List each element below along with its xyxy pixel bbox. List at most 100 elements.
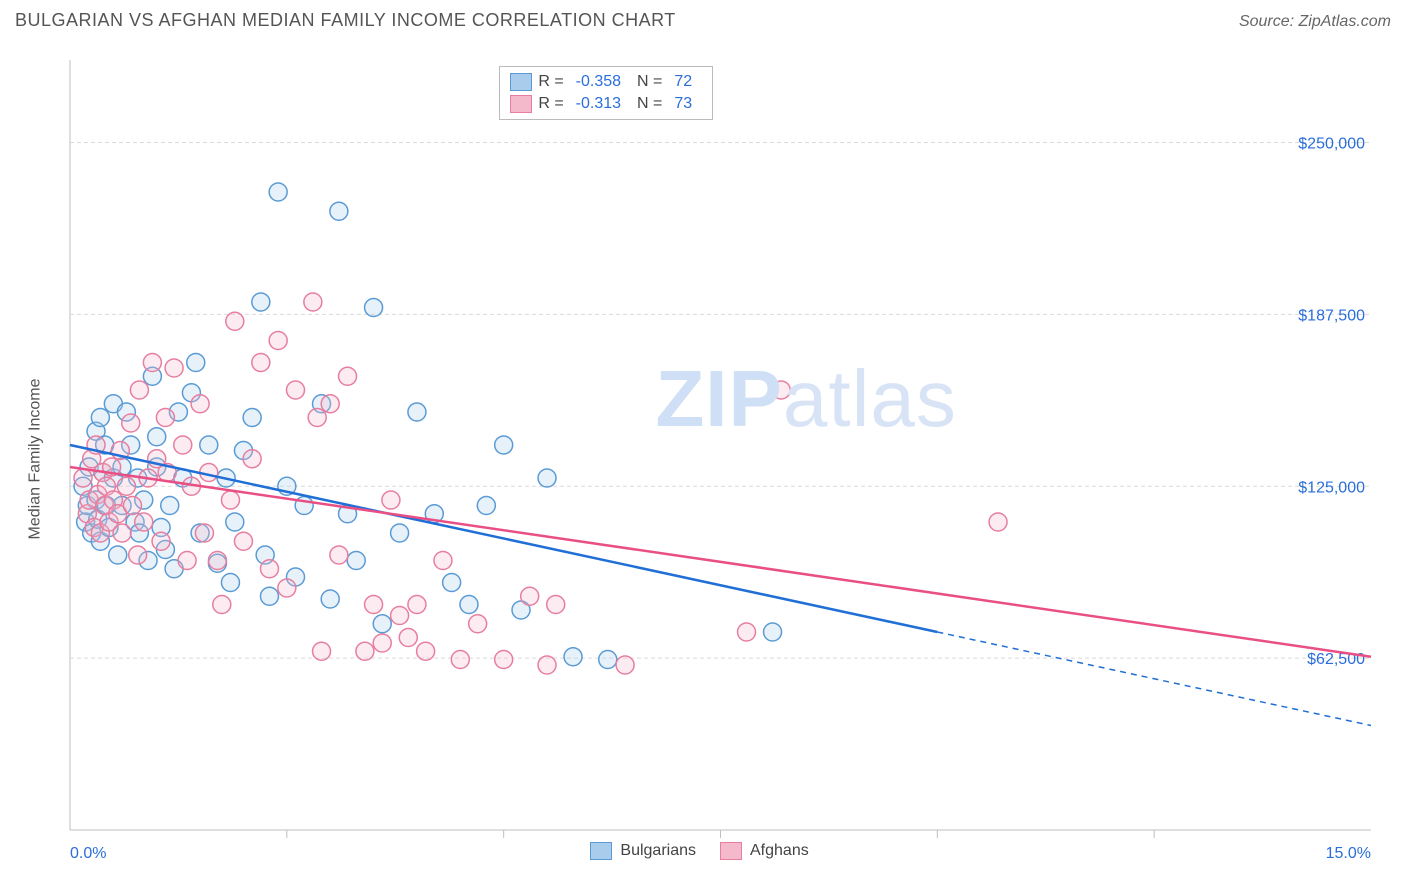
data-point <box>738 623 756 641</box>
y-grid-label: $250,000 <box>1298 136 1365 153</box>
data-point <box>764 623 782 641</box>
data-point <box>252 354 270 372</box>
data-point <box>109 546 127 564</box>
data-point <box>130 381 148 399</box>
data-point <box>408 403 426 421</box>
data-point <box>252 293 270 311</box>
x-axis-max: 15.0% <box>1326 845 1371 862</box>
data-point <box>213 596 231 614</box>
data-point <box>278 579 296 597</box>
data-point <box>564 648 582 666</box>
data-point <box>477 497 495 515</box>
chart-area: Median Family Income $62,500$125,000$187… <box>15 40 1391 877</box>
data-point <box>195 524 213 542</box>
y-axis-label: Median Family Income <box>26 378 44 539</box>
r-value: -0.313 <box>570 95 631 113</box>
data-point <box>122 414 140 432</box>
data-point <box>234 532 252 550</box>
data-point <box>356 642 374 660</box>
data-point <box>91 409 109 427</box>
data-point <box>321 590 339 608</box>
data-point <box>260 587 278 605</box>
correlation-legend: R =-0.358N =72 R =-0.313N =73 <box>499 66 713 120</box>
n-value: 73 <box>668 95 702 113</box>
data-point <box>148 428 166 446</box>
legend-swatch <box>510 95 532 113</box>
data-point <box>989 513 1007 531</box>
data-point <box>243 450 261 468</box>
data-point <box>161 497 179 515</box>
data-point <box>382 491 400 509</box>
data-point <box>538 469 556 487</box>
data-point <box>165 359 183 377</box>
data-point <box>208 552 226 570</box>
data-point <box>269 332 287 350</box>
data-point <box>143 354 161 372</box>
legend-row: R =-0.313N =73 <box>510 93 702 115</box>
data-point <box>408 596 426 614</box>
data-point <box>200 436 218 454</box>
data-point <box>538 656 556 674</box>
x-axis-min: 0.0% <box>70 845 106 862</box>
data-point <box>129 546 147 564</box>
data-point <box>123 497 141 515</box>
legend-swatch <box>510 73 532 91</box>
data-point <box>469 615 487 633</box>
data-point <box>174 436 192 454</box>
r-value: -0.358 <box>570 73 631 91</box>
data-point <box>74 469 92 487</box>
data-point <box>599 651 617 669</box>
data-point <box>460 596 478 614</box>
data-point <box>178 552 196 570</box>
data-point <box>772 381 790 399</box>
data-point <box>156 409 174 427</box>
data-point <box>399 629 417 647</box>
y-grid-label: $125,000 <box>1298 479 1365 496</box>
data-point <box>391 607 409 625</box>
data-point <box>330 202 348 220</box>
data-point <box>226 312 244 330</box>
data-point <box>373 615 391 633</box>
data-point <box>365 299 383 317</box>
data-point <box>117 477 135 495</box>
data-point <box>313 642 331 660</box>
data-point <box>221 491 239 509</box>
data-point <box>451 651 469 669</box>
data-point <box>226 513 244 531</box>
legend-label: Afghans <box>750 842 809 860</box>
data-point <box>152 532 170 550</box>
y-grid-label: $187,500 <box>1298 307 1365 324</box>
legend-swatch <box>590 842 612 860</box>
legend-swatch <box>720 842 742 860</box>
legend-item: Bulgarians <box>590 842 696 860</box>
data-point <box>443 574 461 592</box>
data-point <box>616 656 634 674</box>
legend-item: Afghans <box>720 842 809 860</box>
data-point <box>391 524 409 542</box>
data-point <box>135 513 153 531</box>
data-point <box>339 367 357 385</box>
data-point <box>243 409 261 427</box>
data-point <box>191 395 209 413</box>
n-value: 72 <box>668 73 702 91</box>
data-point <box>269 183 287 201</box>
data-point <box>495 651 513 669</box>
data-point <box>434 552 452 570</box>
data-point <box>304 293 322 311</box>
data-point <box>187 354 205 372</box>
data-point <box>365 596 383 614</box>
legend-label: Bulgarians <box>620 842 696 860</box>
series-legend: Bulgarians Afghans <box>590 842 808 860</box>
data-point <box>417 642 435 660</box>
scatter-chart: $62,500$125,000$187,500$250,0000.0%15.0% <box>15 40 1391 877</box>
data-point <box>521 587 539 605</box>
data-point <box>330 546 348 564</box>
data-point <box>221 574 239 592</box>
data-point <box>287 381 305 399</box>
data-point <box>547 596 565 614</box>
data-point <box>347 552 365 570</box>
data-point <box>495 436 513 454</box>
data-point <box>308 409 326 427</box>
source-label: Source: ZipAtlas.com <box>1239 13 1391 31</box>
data-point <box>260 560 278 578</box>
